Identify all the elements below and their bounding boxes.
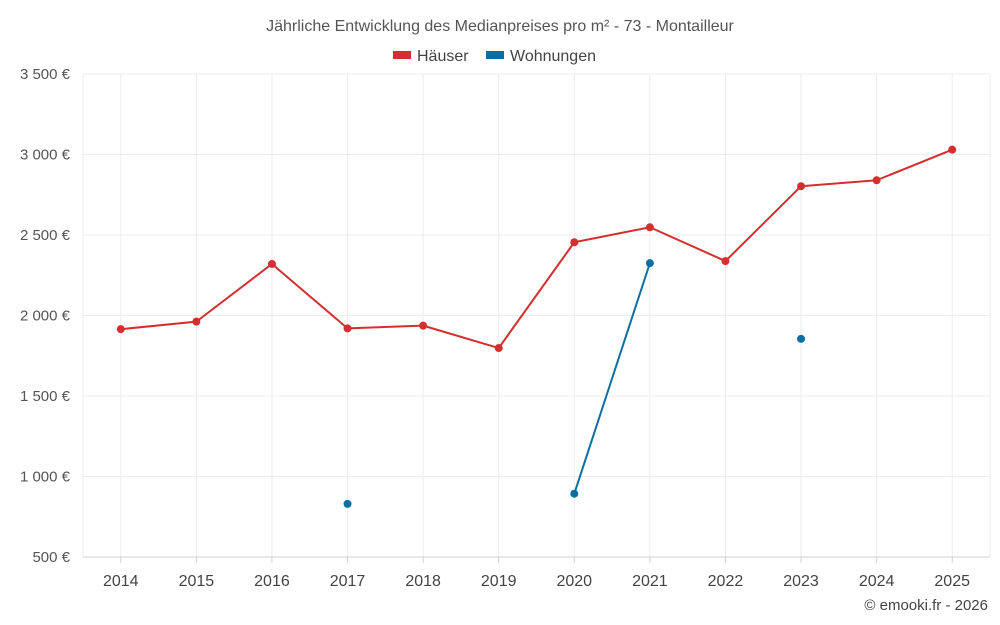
x-axis: 2014 2015 2016 2017 2018 2019 2020 2021 2022 2023… bbox=[103, 557, 970, 590]
series-0-point[interactable] bbox=[116, 325, 125, 334]
y-tick-label: 3 000 € bbox=[20, 147, 71, 164]
grid bbox=[82, 73, 991, 558]
series-1-point[interactable] bbox=[797, 334, 806, 343]
series-0 bbox=[116, 145, 957, 353]
x-tick-label: 2023 bbox=[783, 573, 819, 590]
series-0-point[interactable] bbox=[570, 238, 579, 247]
legend-label-0[interactable]: Häuser bbox=[417, 48, 469, 65]
series-0-segment bbox=[195, 262, 273, 323]
series-1-segment bbox=[573, 262, 651, 495]
y-tick-label: 3 500 € bbox=[20, 66, 71, 83]
legend: Häuser Wohnungen bbox=[393, 48, 596, 65]
x-tick-label: 2025 bbox=[934, 573, 970, 590]
series-0-segment bbox=[875, 148, 954, 182]
x-tick-label: 2018 bbox=[405, 573, 441, 590]
y-tick-label: 1 500 € bbox=[20, 388, 71, 405]
credit: © emooki.fr - 2026 bbox=[864, 597, 988, 614]
series-0-segment bbox=[270, 262, 349, 330]
y-tick-label: 2 000 € bbox=[20, 308, 71, 325]
series-0-point[interactable] bbox=[267, 259, 276, 268]
series-0-point[interactable] bbox=[797, 182, 806, 191]
series-1-point[interactable] bbox=[343, 499, 352, 508]
series-0-point[interactable] bbox=[948, 145, 957, 154]
x-tick-label: 2021 bbox=[632, 573, 668, 590]
legend-label-1[interactable]: Wohnungen bbox=[510, 48, 596, 65]
x-tick-label: 2022 bbox=[708, 573, 744, 590]
series-0-segment bbox=[497, 241, 576, 350]
legend-swatch-0[interactable] bbox=[393, 51, 411, 59]
series-0-point[interactable] bbox=[343, 324, 352, 333]
series-1 bbox=[343, 259, 806, 508]
series-0-segment bbox=[724, 185, 803, 263]
series-0-point[interactable] bbox=[494, 344, 503, 353]
series-0-point[interactable] bbox=[192, 317, 201, 326]
series-0-segment bbox=[573, 226, 651, 244]
x-tick-label: 2015 bbox=[179, 573, 215, 590]
series-0-segment bbox=[346, 324, 425, 330]
series-0-point[interactable] bbox=[419, 321, 428, 330]
series-0-segment bbox=[648, 226, 727, 263]
series-1-point[interactable] bbox=[570, 489, 579, 498]
series-group bbox=[116, 145, 957, 508]
x-tick-label: 2024 bbox=[859, 573, 895, 590]
series-0-point[interactable] bbox=[645, 223, 654, 232]
series-0-point[interactable] bbox=[721, 257, 730, 266]
series-0-segment bbox=[800, 179, 878, 188]
series-0-segment bbox=[119, 320, 198, 331]
y-tick-label: 1 000 € bbox=[20, 469, 71, 486]
series-0-segment bbox=[422, 324, 500, 350]
x-tick-label: 2014 bbox=[103, 573, 139, 590]
series-1-point[interactable] bbox=[645, 259, 654, 268]
x-tick-label: 2017 bbox=[330, 573, 366, 590]
x-tick-label: 2016 bbox=[254, 573, 290, 590]
y-axis: 500 € 1 000 € 1 500 € 2 000 € 2 500 € 3 000 €… bbox=[20, 66, 71, 566]
y-tick-label: 2 500 € bbox=[20, 227, 71, 244]
legend-swatch-1[interactable] bbox=[486, 51, 504, 59]
x-tick-label: 2020 bbox=[556, 573, 592, 590]
x-tick-label: 2019 bbox=[481, 573, 517, 590]
chart-title: Jährliche Entwicklung des Medianpreises … bbox=[266, 18, 734, 35]
y-tick-label: 500 € bbox=[32, 549, 70, 566]
series-0-point[interactable] bbox=[872, 176, 881, 185]
